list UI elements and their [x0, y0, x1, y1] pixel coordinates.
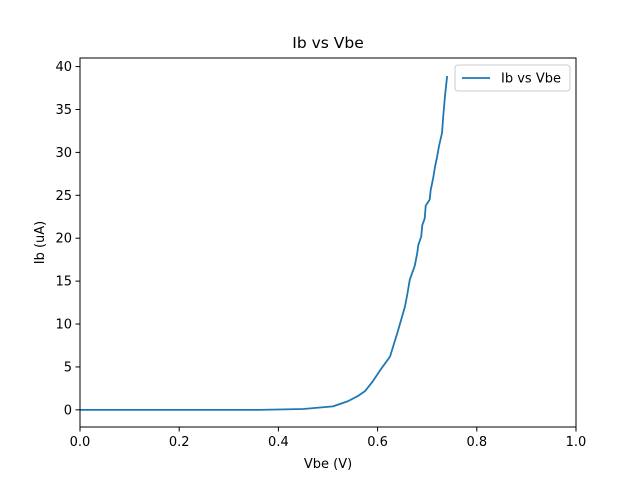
- x-tick-label: 1.0: [566, 435, 587, 450]
- y-tick-label: 30: [55, 146, 72, 161]
- y-tick-label: 15: [55, 275, 72, 290]
- x-tick-label: 0.0: [70, 435, 91, 450]
- plot-area: [79, 57, 577, 428]
- legend: Ib vs Vbe: [454, 64, 571, 92]
- chart-title: Ib vs Vbe: [292, 34, 364, 52]
- x-tick-label: 0.8: [466, 435, 487, 450]
- plot-frame: [79, 57, 577, 428]
- legend-label: Ib vs Vbe: [501, 72, 561, 87]
- y-tick-label: 35: [55, 103, 72, 118]
- x-axis-label: Vbe (V): [304, 457, 352, 472]
- y-axis: 0 5 10 15 20 25 30 35 40: [55, 60, 80, 418]
- legend-box: [454, 64, 571, 92]
- x-axis: 0.0 0.2 0.4 0.6 0.8 1.0: [70, 427, 587, 450]
- y-axis-label: Ib (uA): [33, 221, 48, 265]
- x-tick-label: 0.6: [367, 435, 388, 450]
- y-tick-label: 5: [64, 360, 72, 375]
- series-line-0: [80, 75, 449, 411]
- y-tick-label: 10: [55, 318, 72, 333]
- y-tick-label: 0: [64, 403, 72, 418]
- x-tick-label: 0.2: [169, 435, 190, 450]
- x-tick-label: 0.4: [268, 435, 289, 450]
- series-layer: [80, 75, 449, 411]
- y-tick-label: 25: [55, 189, 72, 204]
- y-tick-label: 40: [55, 60, 72, 75]
- y-tick-label: 20: [55, 232, 72, 247]
